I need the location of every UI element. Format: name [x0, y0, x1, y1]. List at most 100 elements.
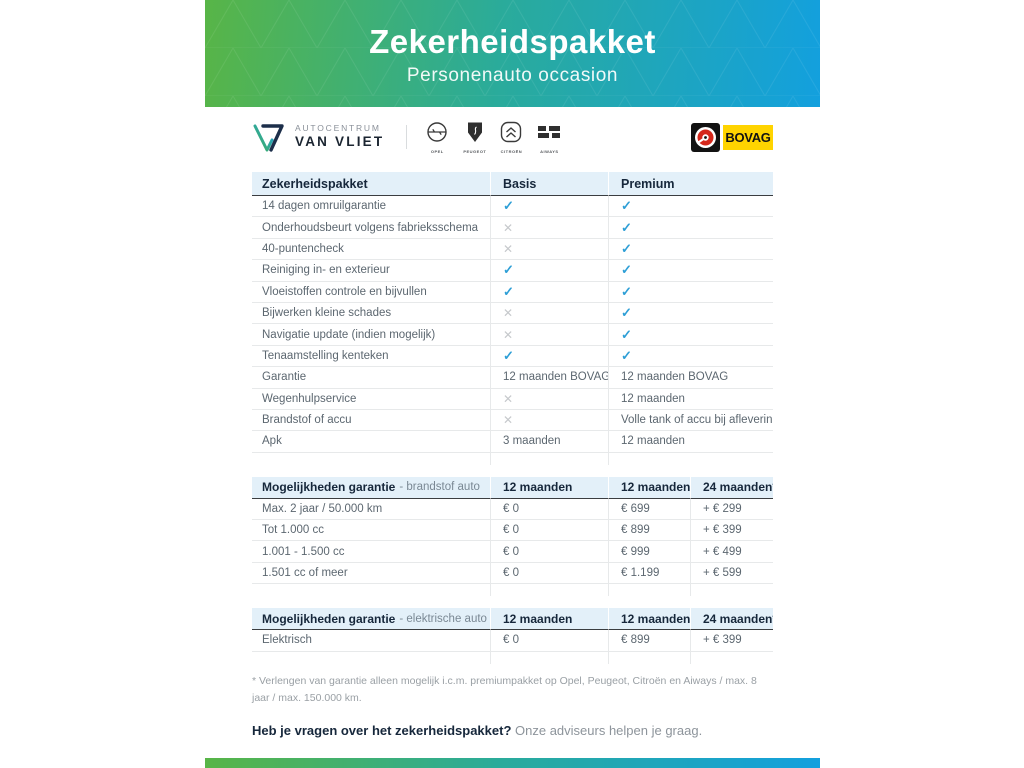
header-banner: Zekerheidspakket Personenauto occasion [205, 0, 820, 107]
table-row: 1.501 cc of meer € 0 € 1.199 + € 599 [252, 562, 773, 585]
column-header: 12 maanden [490, 476, 608, 499]
check-icon: ✓ [621, 198, 632, 214]
table-cell: € 0 [490, 520, 608, 542]
section-title-light: - brandstof auto [399, 481, 480, 494]
table-row: Apk 3 maanden 12 maanden [252, 431, 773, 453]
dealer-logo: AUTOCENTRUM VAN VLIET [252, 120, 384, 154]
peugeot-icon [465, 121, 485, 148]
van-vliet-logo-icon [253, 124, 284, 152]
table-cell: ✕ [490, 324, 608, 346]
spacer-cell [252, 453, 490, 465]
table-cell: € 699 [608, 498, 690, 521]
table-gap [252, 596, 773, 608]
table-cell: ✓ [608, 281, 773, 303]
table-cell: ✓ [608, 217, 773, 239]
table-header-row: Zekerheidspakket Basis Premium [252, 172, 773, 196]
cross-icon: ✕ [503, 306, 514, 321]
bovag-logo: BOVAG [691, 122, 773, 152]
row-label: Apk [252, 431, 490, 453]
table-spacer-row [252, 584, 773, 597]
closing-question: Heb je vragen over het zekerheidspakket? [252, 723, 512, 739]
brand-logo-opel: OPEL [425, 121, 449, 154]
brand-caption: OPEL [430, 148, 444, 154]
spacer-cell [690, 584, 773, 597]
table-header-row: Mogelijkheden garantie - brandstof auto 12… [252, 476, 773, 499]
table-cell: € 0 [490, 562, 608, 585]
table-row: Navigatie update (indien mogelijk) ✕ ✓ [252, 324, 773, 346]
brand-logo-citroën: CITROËN [500, 121, 522, 154]
table-cell: Volle tank of accu bij aflevering [608, 409, 773, 432]
content-area: Zekerheidspakket Basis Premium 14 dagen omr… [252, 172, 773, 738]
brand-logo-aiways: AIWAYS [536, 121, 562, 154]
brand-logo-peugeot: PEUGEOT [463, 121, 486, 154]
row-label: Bijwerken kleine schades [252, 303, 490, 325]
table-cell: + € 499 [690, 541, 773, 563]
spacer-cell [252, 652, 490, 664]
row-label: 14 dagen omruilgarantie [252, 196, 490, 218]
cross-icon: ✕ [503, 413, 514, 428]
check-icon: ✓ [621, 283, 632, 299]
table-cell: € 899 [608, 630, 690, 652]
table-cell: ✓ [608, 345, 773, 368]
table-cell: ✓ [608, 324, 773, 346]
footer-gradient-bar [205, 758, 820, 768]
cross-icon: ✕ [503, 327, 514, 342]
brand-caption: CITROËN [500, 148, 523, 154]
table-cell: ✓ [490, 281, 608, 303]
row-label: 1.501 cc of meer [252, 563, 490, 585]
table-cell: ✓ [608, 302, 773, 325]
spacer-cell [608, 651, 690, 664]
table-cell: € 0 [490, 630, 608, 652]
row-label: 40-puntencheck [252, 239, 490, 261]
table-cell: ✓ [490, 260, 608, 282]
spacer-cell [608, 452, 773, 465]
spacer-cell [252, 584, 490, 596]
row-label: Garantie [252, 367, 490, 389]
table-cell: ✕ [490, 217, 608, 239]
row-label: Reiniging in- en exterieur [252, 260, 490, 282]
check-icon: ✓ [503, 198, 514, 214]
column-header: 24 maanden* [690, 608, 773, 631]
table-cell: € 0 [490, 541, 608, 563]
table-row: Reiniging in- en exterieur ✓ ✓ [252, 260, 773, 282]
table-row: Elektrisch € 0 € 899 + € 399 [252, 630, 773, 652]
bovag-emblem-icon [691, 122, 720, 152]
section-title: Mogelijkheden garantie - elektrische auto [252, 608, 490, 631]
table-row: Tot 1.000 cc € 0 € 899 + € 399 [252, 520, 773, 542]
citroën-icon [500, 121, 522, 148]
bovag-wordmark: BOVAG [723, 124, 773, 150]
row-label: Tenaamstelling kenteken [252, 346, 490, 368]
section-title: Mogelijkheden garantie - brandstof auto [252, 476, 490, 499]
footnote: * Verlengen van garantie alleen mogelijk… [252, 674, 757, 704]
cross-icon: ✕ [503, 241, 514, 256]
table-row: 40-puntencheck ✕ ✓ [252, 238, 773, 261]
table-spacer-row [252, 651, 773, 664]
check-icon: ✓ [621, 240, 632, 256]
table-row: Vloeistoffen controle en bijvullen ✓ ✓ [252, 281, 773, 303]
logo-divider [406, 125, 408, 149]
bovag-label: BOVAG [725, 129, 771, 145]
check-icon: ✓ [621, 347, 632, 363]
table-cell: + € 399 [690, 520, 773, 542]
table-cell: 12 maanden [608, 388, 773, 410]
spacer-cell [690, 651, 773, 664]
brand-caption: AIWAYS [540, 148, 559, 154]
table-cell: 12 maanden BOVAG [608, 367, 773, 389]
table-row: 1.001 - 1.500 cc € 0 € 999 + € 499 [252, 541, 773, 563]
dealer-name-top: AUTOCENTRUM [295, 122, 381, 133]
check-icon: ✓ [503, 262, 514, 278]
column-header: 24 maanden* [690, 476, 773, 499]
row-label: 1.001 - 1.500 cc [252, 541, 490, 563]
table-cell: ✓ [490, 196, 608, 218]
table-cell: ✓ [608, 196, 773, 218]
brand-logos: OPEL PEUGEOT CITROËN AIWAYS [425, 121, 562, 154]
table-row: Bijwerken kleine schades ✕ ✓ [252, 302, 773, 325]
section-title-light: - elektrische auto [399, 612, 487, 625]
check-icon: ✓ [621, 305, 632, 321]
spacer-cell [490, 452, 608, 465]
table-cell: ✕ [490, 409, 608, 432]
table-header-row: Mogelijkheden garantie - elektrische auto… [252, 608, 773, 631]
table-cell: ✕ [490, 388, 608, 410]
column-header: Zekerheidspakket [252, 172, 490, 196]
table-cell: ✓ [490, 345, 608, 368]
